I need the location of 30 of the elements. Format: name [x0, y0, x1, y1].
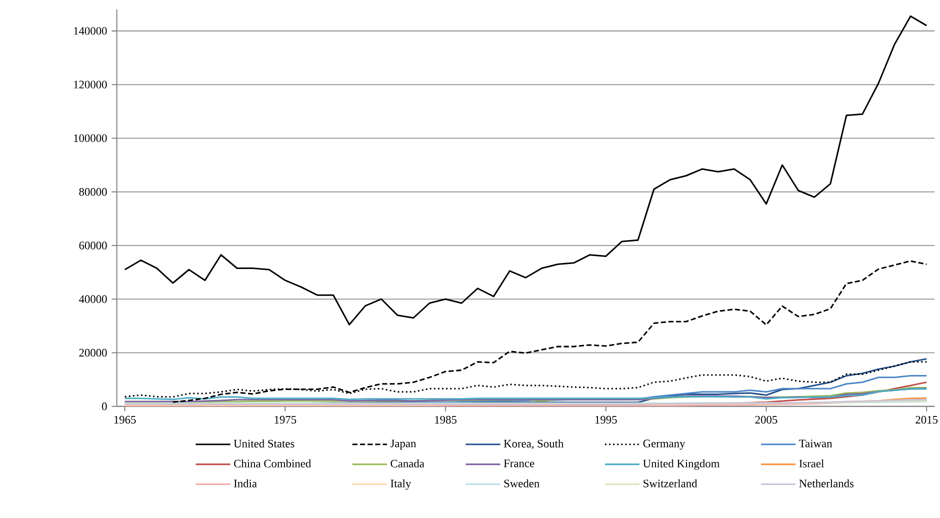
line-series — [124, 15, 928, 326]
legend-label: Netherlands — [799, 479, 854, 488]
y-tick-label: 120000 — [74, 80, 107, 88]
x-tick-label: 2005 — [755, 416, 778, 424]
legend-label: Korea, South — [504, 439, 564, 449]
y-tick-label: 100000 — [74, 134, 107, 142]
legend-label: India — [234, 479, 257, 488]
x-tick-label: 1995 — [595, 416, 617, 424]
legend-label: United Kingdom — [643, 459, 720, 470]
x-tick-label: 1985 — [435, 416, 456, 424]
legend-label: Canada — [390, 459, 424, 468]
y-tick-label: 0 — [102, 402, 107, 410]
y-tick-label: 80000 — [79, 188, 107, 196]
legend-label: Japan — [390, 439, 416, 450]
legend-label: Switzerland — [644, 479, 698, 488]
x-tick-label: 1965 — [114, 416, 136, 424]
legend-label: China Combined — [234, 459, 311, 468]
legend-label: Taiwan — [799, 439, 832, 448]
y-tick-label: 60000 — [79, 241, 107, 250]
y-tick-label: 20000 — [79, 348, 107, 356]
y-tick-label: 140000 — [74, 26, 107, 35]
legend-label: Israel — [799, 459, 824, 468]
x-tick-label: 1975 — [274, 416, 296, 424]
legend-label: United States — [234, 439, 294, 448]
legend-label: Italy — [390, 479, 412, 490]
y-tick-label: 40000 — [78, 295, 107, 303]
legend-label: Sweden — [504, 479, 540, 488]
legend-label: France — [504, 459, 534, 468]
legend-label: Germany — [643, 439, 686, 450]
x-tick-label: 2015 — [916, 416, 938, 424]
